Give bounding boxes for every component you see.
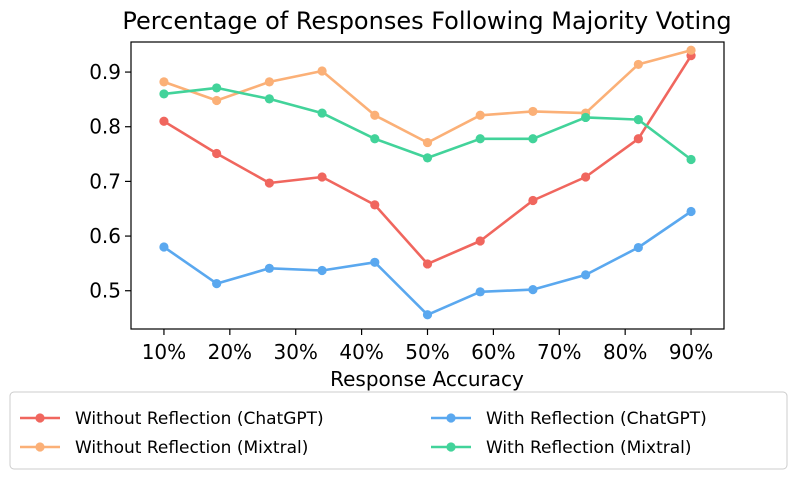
data-point: [475, 134, 485, 144]
data-point: [528, 106, 538, 117]
legend: Without Reflection (ChatGPT) Without Refl…: [9, 391, 788, 470]
data-point: [581, 112, 591, 123]
y-tick-label: 0.5: [89, 279, 121, 303]
data-point: [159, 116, 169, 126]
data-point: [686, 45, 696, 55]
x-tick-label: 20%: [208, 340, 252, 364]
data-point: [633, 115, 643, 125]
x-tick-label: 60%: [471, 340, 515, 364]
x-tick-label: 50%: [405, 340, 449, 364]
legend-label: Without Reflection (ChatGPT): [75, 409, 324, 429]
data-point: [581, 172, 591, 182]
legend-marker: [446, 442, 456, 452]
data-point: [370, 110, 380, 120]
data-point: [264, 263, 274, 273]
data-point: [686, 154, 696, 165]
data-point: [159, 77, 169, 87]
data-point: [686, 206, 696, 217]
data-point: [264, 178, 274, 188]
legend-item: Without Reflection (ChatGPT): [20, 409, 324, 429]
data-point: [422, 259, 433, 269]
data-point: [475, 236, 485, 246]
legend-marker: [35, 413, 45, 423]
legend-label: With Reflection (ChatGPT): [486, 409, 707, 429]
data-point: [264, 77, 274, 87]
data-point: [633, 242, 643, 253]
x-tick-label: 40%: [339, 340, 383, 364]
series-line: [162, 86, 693, 161]
legend-frame: [9, 391, 788, 470]
data-point: [317, 265, 327, 276]
data-point: [528, 195, 538, 206]
legend-marker: [446, 413, 456, 423]
x-tick-label: 10%: [142, 340, 186, 364]
series-group: [159, 45, 696, 148]
legend-label: With Reflection (Mixtral): [486, 438, 692, 458]
data-point: [317, 108, 327, 118]
data-point: [475, 287, 485, 297]
data-point: [422, 137, 433, 148]
chart-title: Percentage of Responses Following Majori…: [122, 7, 731, 35]
data-point: [633, 59, 643, 70]
legend-marker: [35, 442, 45, 452]
data-point: [264, 94, 274, 104]
legend-label: Without Reflection (Mixtral): [75, 438, 308, 458]
series-group: [159, 83, 696, 165]
data-point: [212, 279, 222, 289]
data-point: [422, 153, 433, 163]
data-point: [422, 310, 433, 320]
y-tick-label: 0.8: [89, 115, 121, 139]
data-point: [159, 242, 169, 252]
x-tick-label: 80%: [603, 340, 647, 364]
series-line: [162, 48, 693, 144]
series-group: [159, 51, 696, 269]
legend-item: With Reflection (ChatGPT): [431, 409, 707, 429]
data-point: [212, 148, 222, 159]
x-axis-label: Response Accuracy: [330, 367, 524, 391]
series-group: [159, 206, 696, 320]
data-point: [317, 172, 327, 182]
series-layer: [159, 45, 696, 320]
data-point: [581, 270, 591, 280]
y-tick-label: 0.9: [89, 60, 121, 84]
data-point: [475, 110, 485, 120]
legend-item: Without Reflection (Mixtral): [20, 438, 308, 458]
y-axis: 0.5 0.6 0.7 0.8 0.9: [89, 60, 131, 303]
data-point: [370, 134, 380, 144]
legend-item: With Reflection (Mixtral): [431, 438, 692, 458]
y-tick-label: 0.6: [89, 224, 121, 248]
x-tick-label: 30%: [273, 340, 317, 364]
data-point: [633, 134, 643, 144]
data-point: [212, 83, 222, 93]
data-point: [528, 285, 538, 295]
data-point: [370, 200, 380, 210]
y-tick-label: 0.7: [89, 169, 121, 193]
data-point: [370, 257, 380, 267]
data-point: [159, 89, 169, 99]
data-point: [317, 66, 327, 76]
x-tick-label: 70%: [537, 340, 581, 364]
x-axis: 10% 20% 30% 40% 50% 60% 70% 80% 90%: [142, 329, 713, 364]
x-tick-label: 90%: [669, 340, 713, 364]
data-point: [528, 134, 538, 144]
data-point: [212, 95, 222, 106]
